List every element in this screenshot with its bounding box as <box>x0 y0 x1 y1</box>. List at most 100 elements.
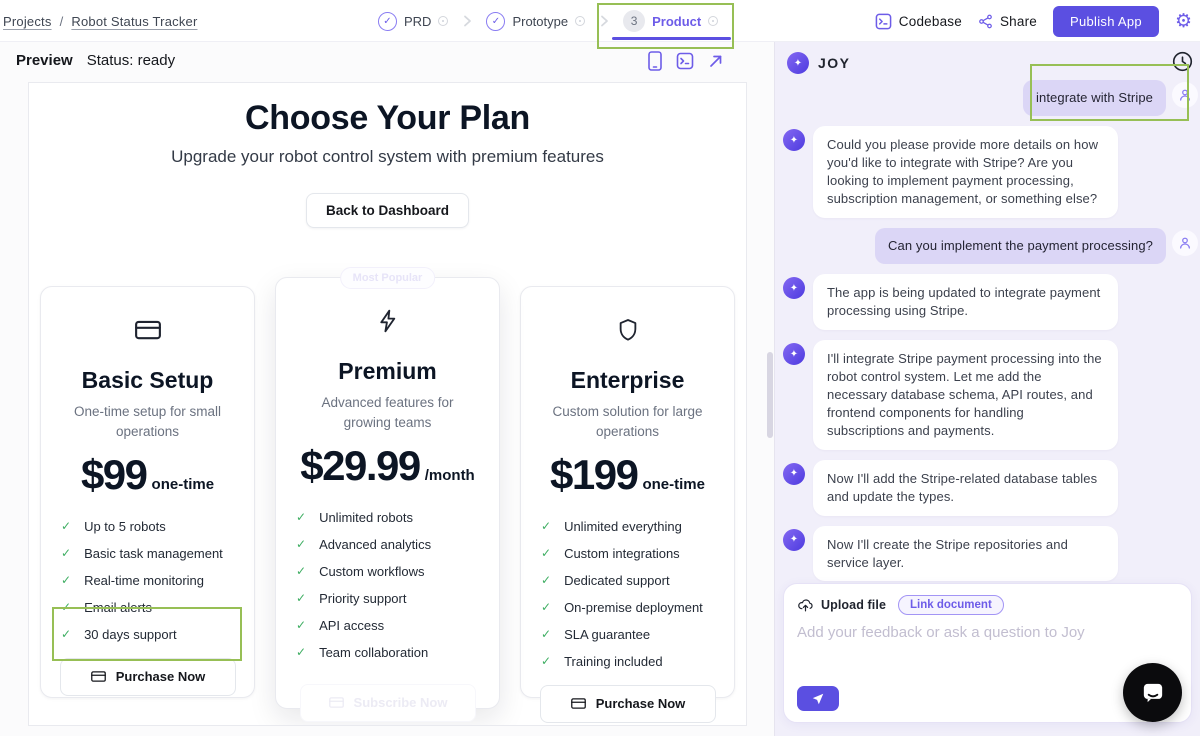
check-icon: ✓ <box>541 653 552 668</box>
codebase-button[interactable]: Codebase <box>875 13 962 30</box>
link-document-button[interactable]: Link document <box>898 595 1004 615</box>
feature-label: Advanced analytics <box>319 536 432 552</box>
upload-icon <box>798 598 813 611</box>
page-subtitle: Upgrade your robot control system with p… <box>171 147 604 166</box>
feature-item: ✓ API access <box>296 618 479 633</box>
feature-label: Email alerts <box>84 599 152 615</box>
tab-prototype-label: Prototype <box>512 13 569 29</box>
feature-item: ✓ Custom integrations <box>541 546 714 561</box>
tab-prototype[interactable]: ✓ Prototype <box>486 11 586 31</box>
feature-item: ✓ Up to 5 robots <box>61 519 234 534</box>
joy-avatar: ✦ <box>783 129 805 152</box>
check-icon: ✓ <box>296 536 307 551</box>
paper-plane-icon <box>812 693 824 704</box>
check-icon: ✓ <box>296 509 307 524</box>
assistant-message-row: ✦ Now I'll create the Stripe repositorie… <box>783 525 1192 582</box>
purchase-now-button-basic[interactable]: Purchase Now <box>59 657 236 696</box>
tab-prd[interactable]: ✓ PRD <box>378 11 449 31</box>
check-icon: ✓ <box>61 626 72 641</box>
zap-icon <box>292 306 483 336</box>
check-icon: ✓ <box>61 572 72 587</box>
preview-label: Preview <box>16 51 73 69</box>
feature-item: ✓ Priority support <box>296 591 479 606</box>
subscribe-now-button-premium[interactable]: Subscribe Now <box>299 683 476 722</box>
check-icon: ✓ <box>296 617 307 632</box>
feature-label: 30 days support <box>84 626 177 642</box>
tab-product[interactable]: 3 Product <box>623 10 719 32</box>
assistant-message-row: ✦ I'll integrate Stripe payment processi… <box>783 340 1192 450</box>
feature-item: ✓ Basic task management <box>61 546 234 561</box>
plan-card-basic: Basic Setup One-time setup for small ope… <box>40 286 255 698</box>
feature-item: ✓ Team collaboration <box>296 645 479 660</box>
publish-app-button[interactable]: Publish App <box>1052 5 1159 37</box>
feature-label: Custom workflows <box>319 563 425 579</box>
assistant-message-row: ✦ The app is being updated to integrate … <box>783 274 1192 330</box>
credit-card-icon <box>57 315 238 345</box>
scrollbar-thumb[interactable] <box>767 352 773 438</box>
open-external-icon[interactable] <box>708 53 724 69</box>
check-icon: ✓ <box>541 545 552 560</box>
composer-toolbar: Upload file Link document <box>797 595 1178 615</box>
history-clock-icon[interactable] <box>1172 51 1193 72</box>
feature-item: ✓ Dedicated support <box>541 573 714 588</box>
feature-label: Priority support <box>319 590 407 606</box>
feature-item: ✓ Unlimited robots <box>296 510 479 525</box>
plan-name: Basic Setup <box>81 367 214 393</box>
assistant-message-bubble: The app is being updated to integrate pa… <box>813 274 1118 330</box>
feature-list: ✓ Up to 5 robots ✓ Basic task management ✓… <box>57 519 238 642</box>
terminal-icon <box>875 13 892 30</box>
chat-widget-button[interactable] <box>1123 663 1182 722</box>
plan-description: One-time setup for small operations <box>73 404 222 440</box>
assistant-message-bubble: Now I'll create the Stripe repositories … <box>813 525 1118 582</box>
upload-file-button[interactable]: Upload file <box>797 597 886 614</box>
send-button[interactable] <box>797 686 839 711</box>
gear-icon[interactable]: ⚙ <box>1174 9 1192 32</box>
cta-label: Purchase Now <box>115 669 206 684</box>
shield-icon <box>537 315 718 345</box>
console-icon[interactable] <box>676 52 694 70</box>
joy-avatar: ✦ <box>783 462 805 485</box>
codebase-label: Codebase <box>898 13 962 29</box>
page-title: Choose Your Plan <box>245 99 530 137</box>
feature-item: ✓ Custom workflows <box>296 564 479 579</box>
plan-name: Enterprise <box>570 367 685 393</box>
plan-description: Custom solution for large operations <box>552 404 703 440</box>
back-to-dashboard-button[interactable]: Back to Dashboard <box>305 193 470 228</box>
mobile-view-icon[interactable] <box>648 51 662 71</box>
cta-label: Purchase Now <box>595 696 686 711</box>
assistant-message-bubble: Could you please provide more details on… <box>813 126 1118 218</box>
check-icon: ✓ <box>541 626 552 641</box>
feature-label: Basic task management <box>84 545 223 561</box>
chevron-right-icon <box>462 15 472 27</box>
feature-label: Up to 5 robots <box>84 518 166 534</box>
joy-avatar: ✦ <box>783 277 805 300</box>
breadcrumb-projects[interactable]: Projects <box>3 13 52 29</box>
check-icon: ✓ <box>61 599 72 614</box>
feature-label: Unlimited robots <box>319 509 413 525</box>
top-bar: Projects / Robot Status Tracker ✓ PRD ✓ … <box>0 0 1200 42</box>
price-amount: $199 <box>550 450 639 498</box>
share-button[interactable]: Share <box>978 14 1037 29</box>
assistant-chat-panel: ✦ JOY integrate with Stripe ✦ Could you … <box>775 42 1200 736</box>
active-tab-underline <box>612 37 731 40</box>
user-message-row: integrate with Stripe <box>783 80 1198 117</box>
check-circle-icon: ✓ <box>486 11 506 31</box>
step-status-icon <box>575 16 586 26</box>
purchase-now-button-enterprise[interactable]: Purchase Now <box>539 684 716 723</box>
feature-label: Unlimited everything <box>564 518 682 534</box>
plan-price: $99 one-time <box>57 451 238 499</box>
pricing-plans: Basic Setup One-time setup for small ope… <box>29 267 746 723</box>
upload-file-label: Upload file <box>821 598 886 612</box>
feedback-input[interactable] <box>797 624 1178 680</box>
assistant-message-bubble: Now I'll add the Stripe-related database… <box>813 459 1118 516</box>
app-preview-frame: Choose Your Plan Upgrade your robot cont… <box>28 82 747 726</box>
workflow-steps: ✓ PRD ✓ Prototype 3 Product <box>378 0 719 42</box>
preview-toolbar: Preview Status: ready <box>0 42 774 78</box>
preview-panel: Preview Status: ready Choose Your Plan U… <box>0 42 775 736</box>
plan-card-premium: Most Popular Premium Advanced features f… <box>275 267 500 722</box>
tab-product-label: Product <box>652 13 702 29</box>
feature-label: Custom integrations <box>564 545 680 561</box>
breadcrumb-project-name[interactable]: Robot Status Tracker <box>71 13 198 29</box>
feature-item: ✓ On-premise deployment <box>541 600 714 615</box>
user-message-row: Can you implement the payment processing… <box>783 227 1198 265</box>
